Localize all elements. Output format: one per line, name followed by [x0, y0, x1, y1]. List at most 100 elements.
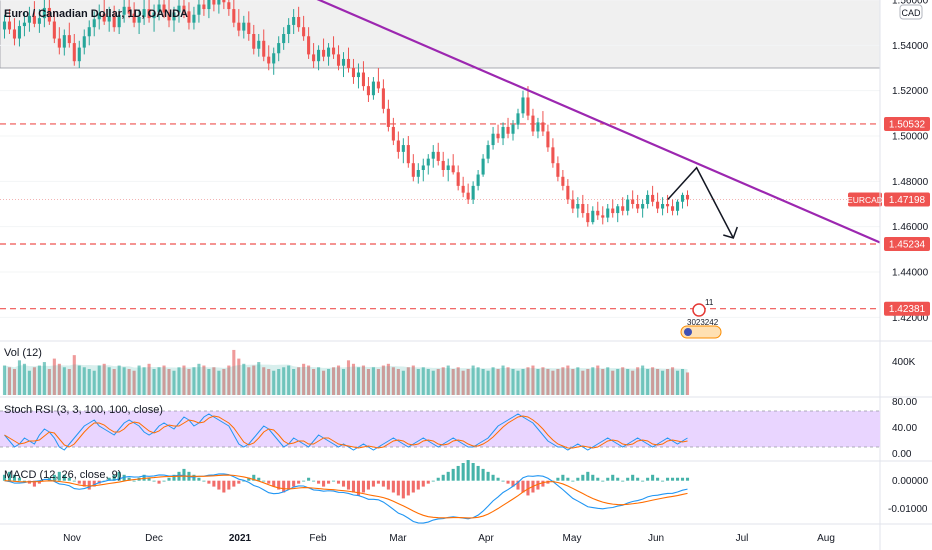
macd-hist-bar — [381, 480, 385, 487]
volume-bar — [147, 363, 151, 395]
candle-body — [232, 9, 236, 23]
volume-bar — [317, 367, 321, 395]
macd-hist-bar — [192, 474, 196, 481]
candle-body — [242, 22, 246, 31]
volume-bar — [262, 367, 266, 395]
macd-hist-bar — [421, 480, 425, 487]
currency-badge[interactable] — [899, 4, 923, 20]
volume-bar — [32, 367, 36, 395]
candle-body — [172, 12, 176, 21]
time-axis[interactable]: Nov Dec 2021 Feb Mar Apr May Jun Jul Aug — [63, 533, 835, 544]
macd-hist-bar — [566, 477, 570, 481]
volume-bar — [327, 369, 331, 395]
candle-body — [411, 163, 415, 177]
volume-bar — [287, 365, 291, 395]
volume-bar — [307, 365, 311, 395]
candle-body — [656, 201, 660, 209]
volume-bar — [97, 365, 101, 395]
macd-hist-bar — [351, 480, 356, 493]
macd-hist-bar — [516, 480, 520, 490]
macd-tick-neg: -0.01000 — [888, 504, 928, 515]
price-tick: 1.42000 — [892, 313, 929, 324]
volume-bar — [232, 349, 236, 395]
candle-body — [521, 97, 525, 114]
candle-body — [47, 7, 51, 22]
macd-hist-bar — [426, 480, 430, 484]
macd-hist-bar — [302, 480, 306, 482]
volume-bar — [441, 367, 445, 395]
macd-hist-bar — [227, 480, 231, 490]
macd-hist-bar — [67, 477, 71, 481]
candle-body — [531, 115, 535, 132]
candle-body — [441, 160, 445, 170]
candle-body — [606, 208, 610, 218]
volume-bar — [366, 369, 370, 395]
macd-hist-bar — [62, 474, 66, 481]
macd-hist-bar — [591, 474, 595, 481]
candle-body — [396, 140, 400, 152]
macd-hist-bar — [237, 480, 241, 484]
volume-bar — [511, 369, 515, 395]
macd-hist-bar — [262, 480, 266, 482]
events-pill — [680, 325, 722, 339]
macd-hist-bar — [361, 480, 365, 493]
macd-hist-bar — [431, 480, 435, 482]
candle-body — [346, 58, 351, 68]
macd-hist-bar — [441, 474, 445, 481]
macd-hist-bar — [92, 480, 96, 487]
macd-hist-bar — [606, 477, 610, 481]
time-tick: Feb — [309, 533, 327, 544]
macd-hist-bar — [631, 474, 635, 481]
time-tick: May — [563, 533, 582, 544]
candle-body — [541, 122, 545, 132]
volume-bar — [536, 369, 540, 395]
volume-bar — [636, 367, 640, 395]
candle-body — [137, 17, 141, 23]
volume-bar — [376, 369, 380, 395]
volume-bar — [67, 369, 71, 395]
currency-badge-label: CAD — [901, 8, 921, 18]
volume-bar — [182, 365, 186, 395]
volume-bar — [641, 365, 645, 395]
macd-hist-bar — [611, 474, 615, 481]
volume-bar — [486, 370, 490, 395]
candle-body — [561, 176, 565, 186]
macd-hist-bar — [446, 471, 450, 481]
volume-bar — [666, 369, 670, 395]
volume-bar — [446, 365, 450, 395]
macd-hist-bar — [147, 477, 151, 481]
macd-hist-bar — [466, 460, 470, 481]
candle-body — [282, 34, 286, 44]
candle-body — [182, 5, 186, 12]
macd-hist-bar — [511, 480, 515, 487]
candle-body — [566, 185, 570, 200]
candle-body — [646, 194, 650, 204]
candle-body — [292, 17, 296, 25]
candle-body — [7, 21, 12, 30]
price-axis[interactable]: 1.56000 1.54000 1.52000 1.50000 1.48000 1.460… — [847, 0, 930, 324]
candle-body — [586, 213, 590, 223]
candle-body — [92, 19, 96, 28]
macd-hist-bar — [167, 477, 171, 481]
candle-body — [331, 47, 336, 55]
events-marker[interactable]: 11 3023242 — [680, 298, 722, 339]
candle-body — [491, 133, 495, 146]
trendline — [316, 0, 881, 244]
candle-body — [631, 199, 635, 204]
candle-body — [486, 145, 490, 159]
volume-bar — [611, 370, 615, 395]
candle-body — [327, 47, 331, 57]
range-box[interactable] — [0, 0, 881, 69]
volume-bar — [252, 365, 256, 395]
price-tick: 1.54000 — [892, 41, 929, 52]
volume-bar — [187, 369, 191, 395]
macd-hist-bar — [481, 468, 485, 481]
volume-bar — [491, 367, 495, 395]
volume-bar — [661, 370, 665, 395]
candle-body — [381, 88, 385, 109]
candle-body — [147, 9, 151, 19]
volume-bar — [566, 365, 570, 395]
macd-hist-bar — [521, 480, 525, 493]
candle-body — [661, 204, 665, 209]
